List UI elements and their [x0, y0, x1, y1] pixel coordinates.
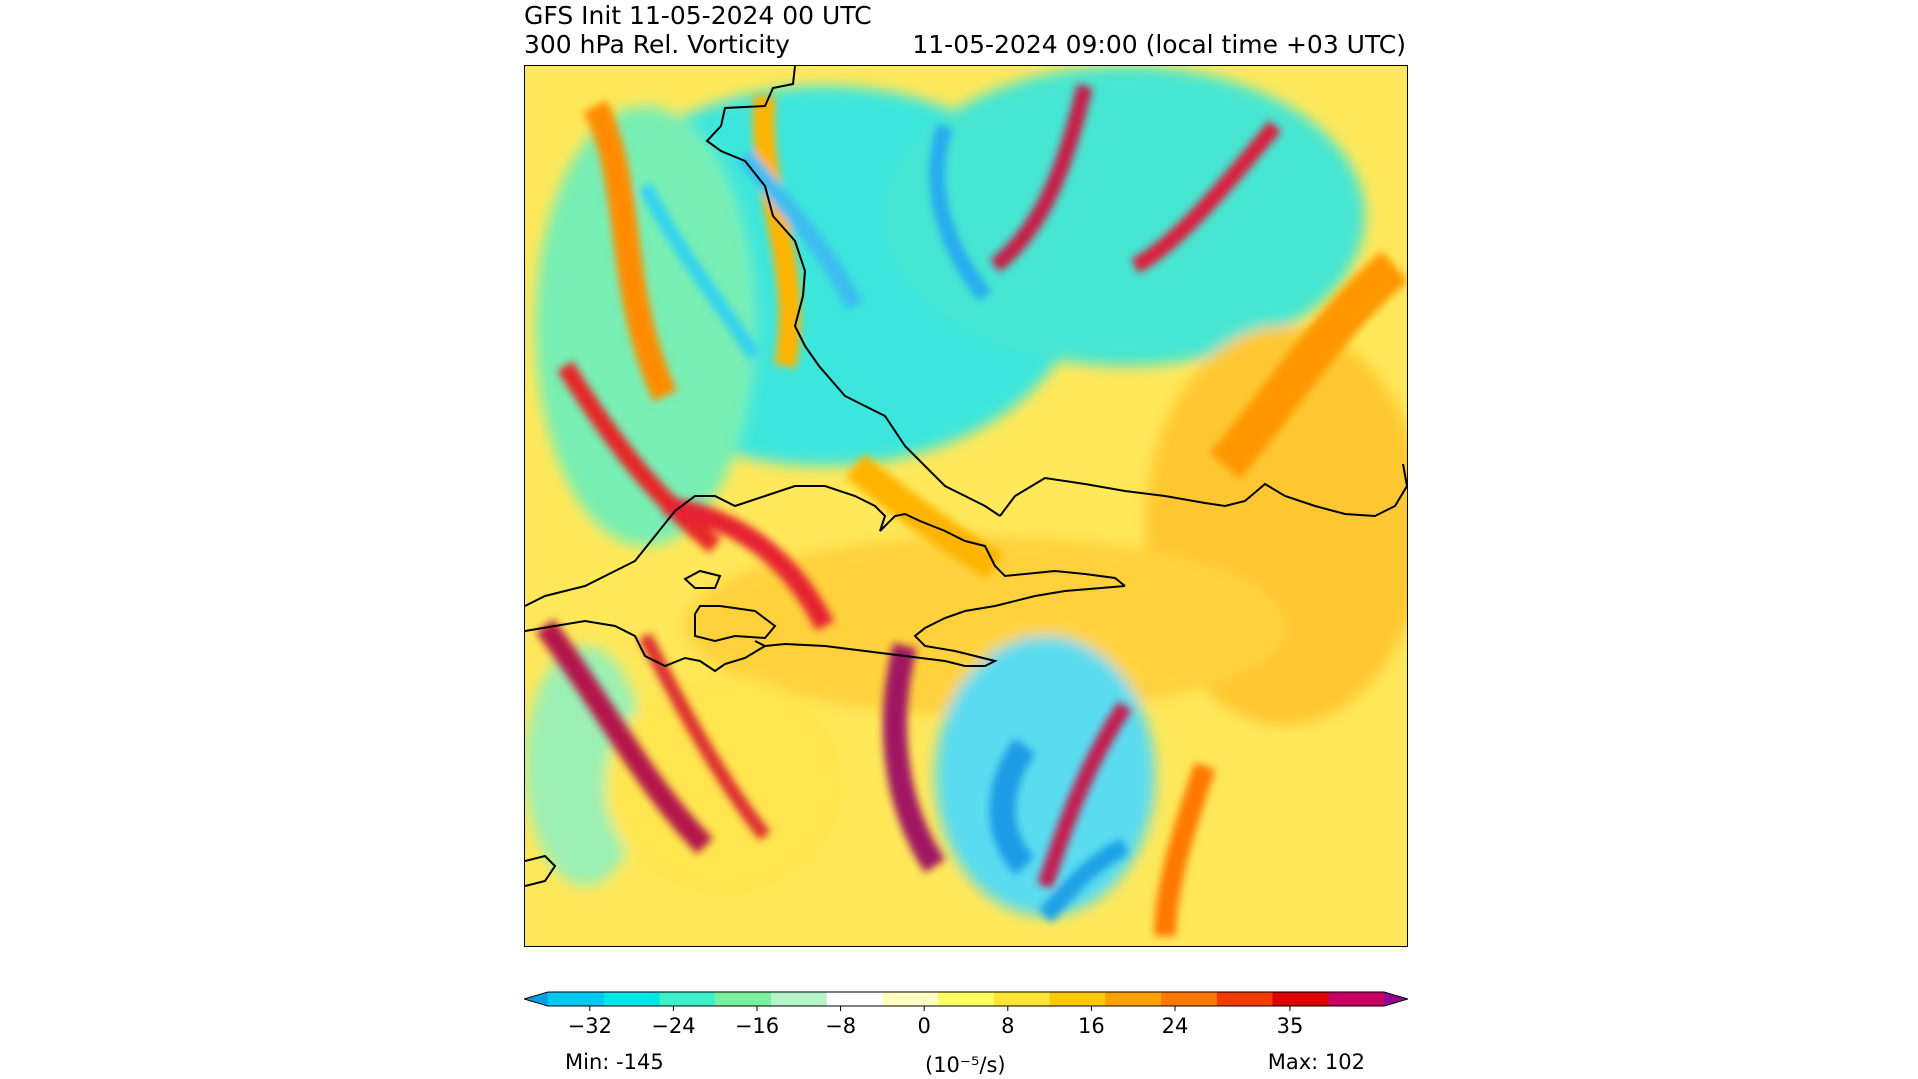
colorbar-tick-label: −24 [651, 1014, 695, 1038]
colorbar: −32 −24 −16 −8 0 8 16 24 35 [522, 990, 1410, 1054]
colorbar-segment [993, 992, 1051, 1006]
colorbar-tick-label: 8 [1001, 1014, 1014, 1038]
colorbar-scale: −32 −24 −16 −8 0 8 16 24 35 [522, 991, 1410, 1038]
colorbar-segment [882, 992, 939, 1006]
colorbar-segment [1328, 992, 1385, 1006]
colorbar-segment [1161, 992, 1218, 1006]
colorbar-tick-label: −8 [825, 1014, 856, 1038]
vorticity-map [524, 65, 1408, 947]
colorbar-extend-max [1384, 992, 1408, 1006]
title-valid-time: 11-05-2024 09:00 (local time +03 UTC) [912, 30, 1406, 59]
colorbar-tick-label: 16 [1078, 1014, 1105, 1038]
colorbar-extend-min [524, 992, 548, 1006]
colorbar-segment [548, 992, 605, 1006]
colorbar-segment [659, 992, 716, 1006]
field-broad-pattern [525, 66, 1407, 916]
colorbar-segment [938, 992, 995, 1006]
title-init-time: GFS Init 11-05-2024 00 UTC [524, 1, 872, 30]
colorbar-segment [1105, 992, 1162, 1006]
colorbar-tick-label: −16 [735, 1014, 779, 1038]
units-label: (10⁻⁵/s) [925, 1053, 1006, 1077]
coastlines [525, 66, 1407, 887]
colorbar-tick-label: 0 [918, 1014, 931, 1038]
colorbar-segment [715, 992, 772, 1006]
vorticity-field [525, 66, 1407, 946]
colorbar-segment [1272, 992, 1329, 1006]
field-streaks [536, 84, 1407, 937]
colorbar-segment [603, 992, 660, 1006]
colorbar-segment [770, 992, 828, 1006]
colorbar-segment [1049, 992, 1106, 1006]
colorbar-segment [826, 992, 883, 1006]
colorbar-tick-label: −32 [568, 1014, 612, 1038]
title-field-name: 300 hPa Rel. Vorticity [524, 30, 790, 59]
min-value-label: Min: -145 [565, 1050, 664, 1074]
colorbar-segment [1216, 992, 1274, 1006]
colorbar-tick-label: 35 [1277, 1014, 1304, 1038]
max-value-label: Max: 102 [1267, 1050, 1365, 1074]
colorbar-tick-label: 24 [1162, 1014, 1189, 1038]
